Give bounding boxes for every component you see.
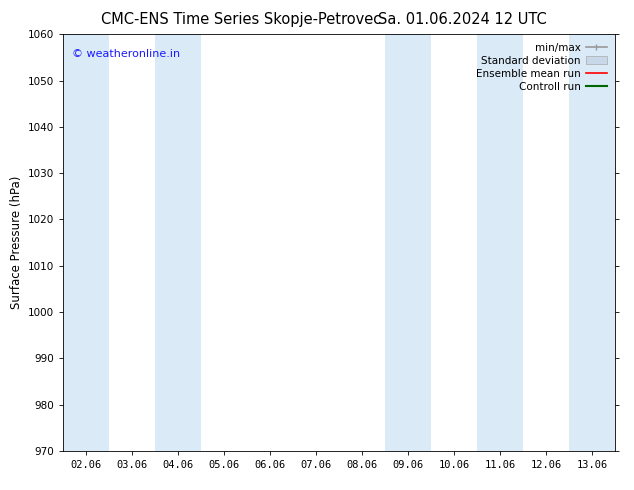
Text: CMC-ENS Time Series Skopje-Petrovec: CMC-ENS Time Series Skopje-Petrovec (101, 12, 381, 27)
Legend: min/max, Standard deviation, Ensemble mean run, Controll run: min/max, Standard deviation, Ensemble me… (473, 40, 610, 95)
Bar (155, 34, 202, 451)
Bar (63, 34, 110, 451)
Bar (569, 34, 615, 451)
Bar (477, 34, 523, 451)
Bar (385, 34, 431, 451)
Text: © weatheronline.in: © weatheronline.in (72, 49, 180, 59)
Y-axis label: Surface Pressure (hPa): Surface Pressure (hPa) (10, 176, 23, 309)
Text: Sa. 01.06.2024 12 UTC: Sa. 01.06.2024 12 UTC (378, 12, 547, 27)
